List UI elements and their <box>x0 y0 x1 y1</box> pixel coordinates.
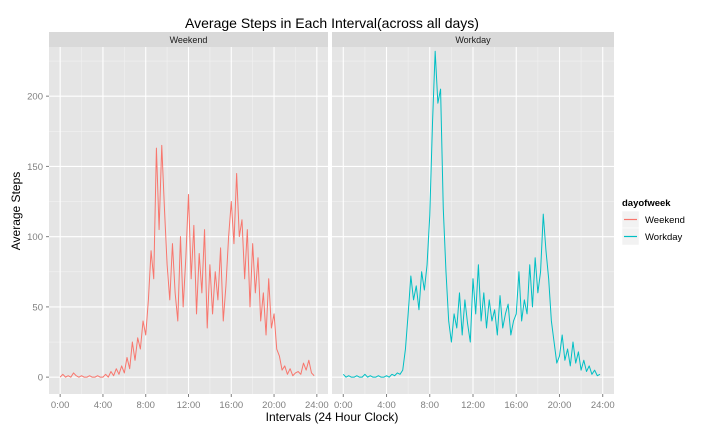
x-tick-label: 4:00 <box>377 400 396 411</box>
facet-panels: Weekend 0:00 4:00 8:00 12:00 16:00 20:00 24:00 0… <box>27 32 615 411</box>
x-tick-label: 12:00 <box>177 400 201 411</box>
chart-title: Average Steps in Each Interval(across al… <box>185 15 479 31</box>
y-tick-label: 0 <box>38 373 43 384</box>
x-tick-label: 0:00 <box>334 400 353 411</box>
x-tick-label: 8:00 <box>421 400 440 411</box>
x-tick-label: 4:00 <box>94 400 113 411</box>
x-tick-label: 24:00 <box>305 400 329 411</box>
panel-weekend: Weekend 0:00 4:00 8:00 12:00 16:00 20:00 24:00 0… <box>27 32 329 411</box>
legend: dayofweek Weekend Workday <box>621 198 685 246</box>
x-axis-title: Intervals (24 Hour Clock) <box>266 410 399 424</box>
y-tick-label: 150 <box>27 162 43 173</box>
legend-item-workday: Workday <box>621 227 683 246</box>
legend-label: Workday <box>645 232 683 243</box>
strip-weekend <box>49 32 328 47</box>
y-tick-label: 50 <box>32 302 43 313</box>
legend-label: Weekend <box>645 215 685 226</box>
series-line-weekend <box>59 144 315 378</box>
panel-workday: Workday 0:00 4:00 8:00 12:00 16:00 20:00 24:00 <box>332 32 615 411</box>
x-tick-label: 0:00 <box>51 400 70 411</box>
x-tick-label: 24:00 <box>591 400 615 411</box>
strip-label-weekend: Weekend <box>170 35 208 45</box>
x-tick-label: 16:00 <box>219 400 243 411</box>
x-tick-label: 20:00 <box>548 400 572 411</box>
x-tick-label: 16:00 <box>504 400 528 411</box>
x-tick-label: 20:00 <box>262 400 286 411</box>
legend-item-weekend: Weekend <box>621 210 685 229</box>
strip-label-workday: Workday <box>455 35 491 45</box>
y-tick-label: 100 <box>27 232 43 243</box>
legend-title: dayofweek <box>622 198 671 209</box>
strip-workday <box>332 32 614 47</box>
series-line-workday <box>342 50 601 378</box>
x-tick-label: 8:00 <box>136 400 155 411</box>
x-tick-label: 12:00 <box>461 400 485 411</box>
y-tick-label: 200 <box>27 92 43 103</box>
y-axis-title: Average Steps <box>9 172 23 251</box>
